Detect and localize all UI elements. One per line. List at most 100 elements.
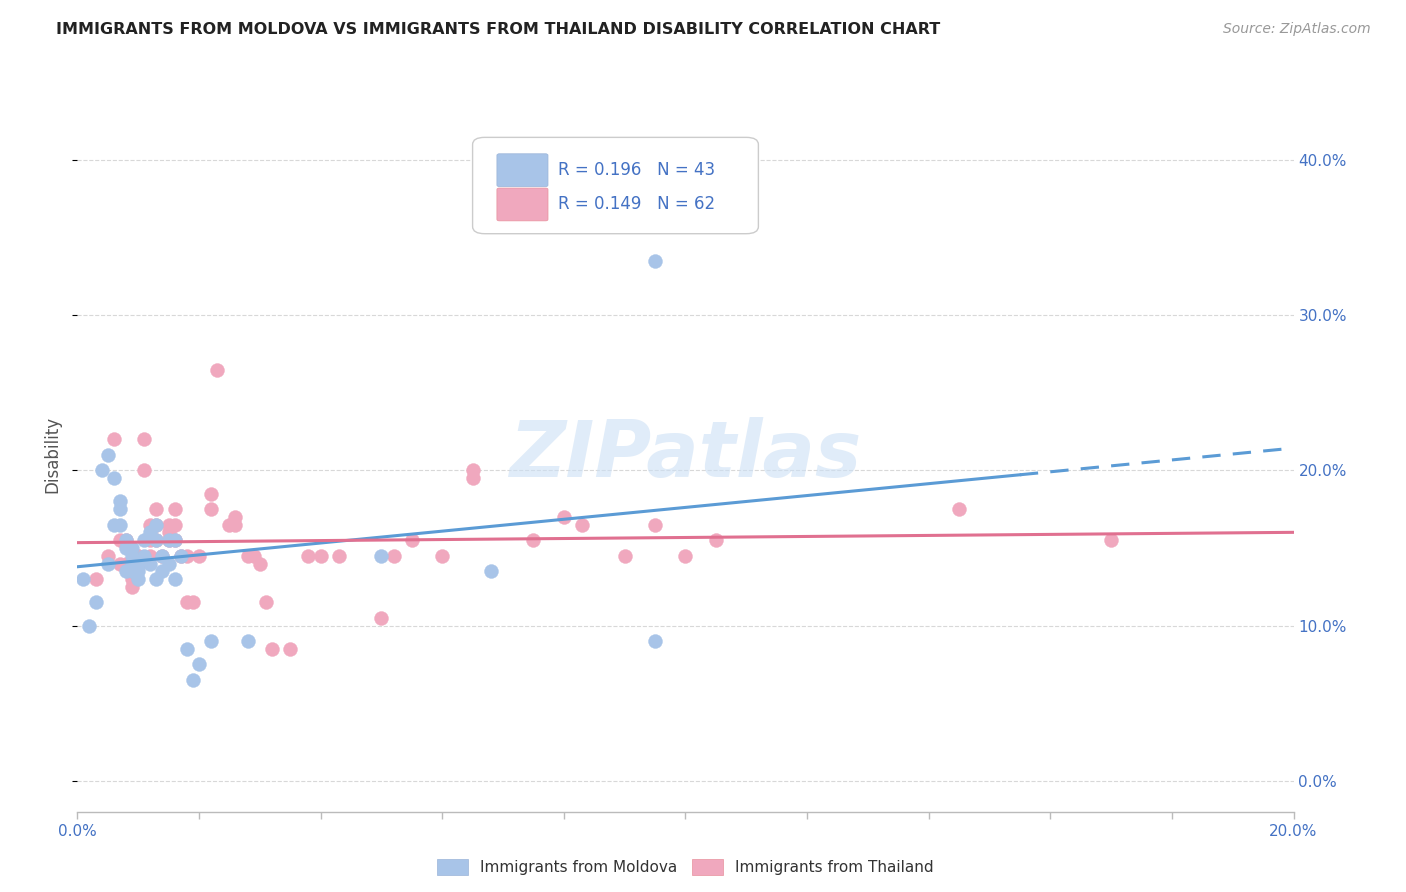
Point (103, 433, 125, 447)
Point (108, 517, 131, 532)
Point (127, 549, 149, 563)
Point (948, 502, 970, 516)
Point (571, 517, 593, 532)
Point (145, 517, 167, 532)
Point (200, 486, 222, 500)
Point (176, 595, 198, 609)
Point (139, 517, 162, 532)
Point (200, 502, 222, 516)
Point (121, 580, 143, 594)
Point (108, 494, 131, 508)
Point (145, 502, 167, 516)
Point (145, 572, 167, 586)
Point (382, 549, 405, 563)
Point (176, 549, 198, 563)
Point (370, 611, 392, 625)
Point (145, 533, 167, 548)
Point (97, 549, 120, 563)
Point (127, 564, 149, 578)
Point (121, 557, 143, 571)
Point (108, 557, 131, 571)
Point (224, 517, 246, 532)
Point (108, 533, 131, 548)
Point (176, 641, 198, 656)
Point (121, 549, 143, 563)
Point (90, 463, 112, 477)
Point (704, 533, 727, 548)
Text: Source: ZipAtlas.com: Source: ZipAtlas.com (1223, 22, 1371, 37)
Point (127, 557, 149, 571)
Point (644, 517, 666, 532)
Point (260, 641, 283, 656)
Text: R = 0.196   N = 43: R = 0.196 N = 43 (558, 161, 714, 179)
Point (461, 471, 484, 485)
Point (152, 564, 174, 578)
Point (115, 533, 138, 548)
Point (139, 549, 162, 563)
Point (479, 564, 502, 578)
Point (84, 595, 107, 609)
Point (115, 533, 138, 548)
Point (139, 525, 162, 540)
Point (157, 533, 180, 548)
Point (163, 533, 186, 548)
Point (157, 533, 180, 548)
Point (242, 549, 264, 563)
Point (163, 517, 186, 532)
Point (145, 517, 167, 532)
Point (139, 533, 162, 548)
Text: IMMIGRANTS FROM MOLDOVA VS IMMIGRANTS FROM THAILAND DISABILITY CORRELATION CHART: IMMIGRANTS FROM MOLDOVA VS IMMIGRANTS FR… (56, 22, 941, 37)
Text: ZIPatlas: ZIPatlas (509, 417, 862, 493)
Point (644, 254, 666, 268)
Point (254, 595, 277, 609)
Point (157, 557, 180, 571)
Point (401, 533, 423, 548)
Point (1099, 533, 1122, 548)
Point (236, 549, 259, 563)
Point (103, 517, 125, 532)
Point (163, 502, 186, 516)
Point (613, 549, 636, 563)
Point (170, 549, 193, 563)
Point (127, 557, 149, 571)
Point (127, 549, 149, 563)
Point (236, 634, 259, 648)
Point (522, 533, 544, 548)
Point (139, 557, 162, 571)
Point (72, 572, 94, 586)
Point (249, 557, 271, 571)
Point (170, 549, 193, 563)
Point (84, 572, 107, 586)
Point (115, 541, 138, 555)
FancyBboxPatch shape (496, 188, 548, 221)
Point (224, 510, 246, 524)
Point (644, 634, 666, 648)
Point (297, 549, 319, 563)
Point (121, 572, 143, 586)
Point (79, 618, 101, 632)
Point (145, 533, 167, 548)
Point (370, 549, 392, 563)
Point (188, 657, 211, 672)
Legend: Immigrants from Moldova, Immigrants from Thailand: Immigrants from Moldova, Immigrants from… (437, 860, 934, 875)
Point (134, 533, 156, 548)
Point (97, 557, 120, 571)
Point (115, 557, 138, 571)
Point (328, 549, 350, 563)
Y-axis label: Disability: Disability (44, 417, 62, 493)
Point (432, 549, 454, 563)
Point (103, 471, 125, 485)
Point (121, 541, 143, 555)
Point (200, 634, 222, 648)
Point (553, 510, 575, 524)
Point (134, 463, 156, 477)
Point (152, 549, 174, 563)
Point (181, 595, 204, 609)
Point (108, 502, 131, 516)
Point (157, 525, 180, 540)
FancyBboxPatch shape (472, 137, 758, 234)
Point (163, 533, 186, 548)
Point (218, 517, 240, 532)
Point (115, 564, 138, 578)
Point (163, 572, 186, 586)
